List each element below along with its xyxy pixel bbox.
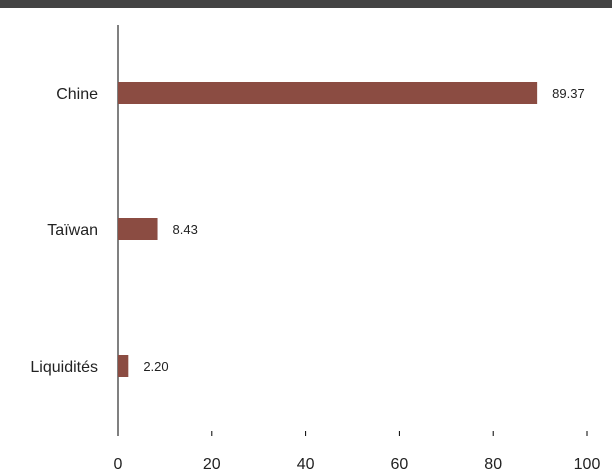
x-tick-label: 60 [391, 456, 409, 473]
value-label: 2.20 [143, 359, 168, 374]
category-label: Chine [56, 86, 98, 103]
x-tick-label: 100 [574, 456, 601, 473]
header-rule [0, 0, 612, 8]
x-tick-label: 20 [203, 456, 221, 473]
x-tick-label: 40 [297, 456, 315, 473]
category-label: Liquidités [30, 359, 98, 376]
bar [118, 218, 158, 240]
x-tick-label: 80 [484, 456, 502, 473]
value-label: 89.37 [552, 86, 585, 101]
x-tick-label: 0 [114, 456, 123, 473]
bar [118, 82, 538, 104]
bar [118, 355, 129, 377]
value-label: 8.43 [173, 222, 198, 237]
category-label: Taïwan [47, 222, 98, 239]
